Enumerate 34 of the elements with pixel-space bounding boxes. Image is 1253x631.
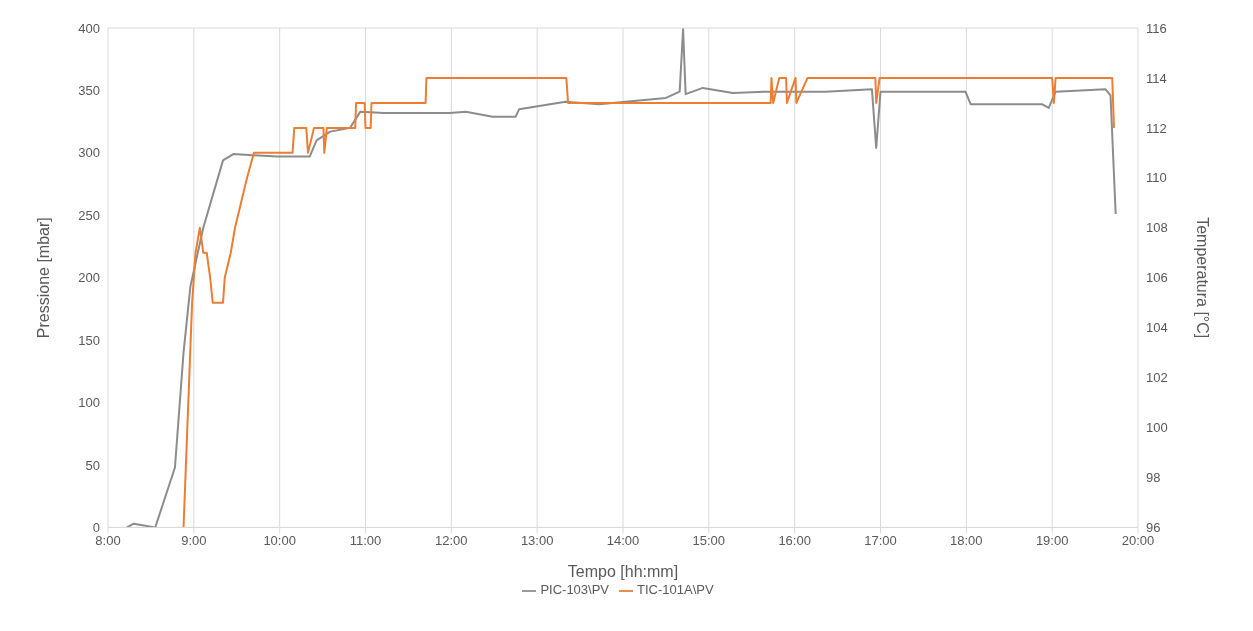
y-tick-label: 300 (78, 145, 100, 161)
y2-tick-label: 104 (1146, 320, 1168, 336)
x-tick-label: 9:00 (181, 532, 207, 548)
y2-tick-label: 112 (1146, 120, 1167, 136)
y-axis-title: Pressione [mbar] (34, 217, 52, 339)
y2-tick-label: 108 (1146, 220, 1168, 236)
x-tick-label: 18:00 (950, 532, 983, 548)
x-axis-title: Tempo [hh:mm] (567, 563, 679, 581)
y-tick-label: 150 (78, 332, 100, 348)
y2-tick-label: 114 (1146, 70, 1167, 86)
x-tick-label: 14:00 (606, 532, 640, 548)
x-tick-label: 17:00 (864, 532, 897, 548)
y-tick-label: 250 (78, 207, 100, 223)
x-tick-label: 19:00 (1035, 532, 1069, 548)
legend-label: PIC-103\PV (540, 582, 610, 598)
legend-label: TIC-101A\PV (637, 582, 714, 598)
x-tick-label: 11:00 (349, 532, 382, 548)
y-tick-label: 350 (78, 83, 100, 99)
x-tick-label: 16:00 (778, 532, 811, 548)
x-tick-label: 15:00 (692, 532, 726, 548)
y2-tick-label: 116 (1146, 20, 1167, 36)
y2-tick-label: 102 (1146, 370, 1168, 386)
y2-tick-label: 98 (1146, 470, 1161, 486)
x-tick-label: 12:00 (435, 532, 468, 548)
x-tick-label: 13:00 (520, 532, 554, 548)
y-tick-label: 50 (85, 457, 100, 473)
x-tick-label: 10:00 (263, 532, 296, 548)
y-tick-label: 400 (78, 20, 100, 36)
y2-tick-label: 110 (1146, 170, 1167, 186)
y-tick-label: 100 (78, 395, 100, 411)
y2-tick-label: 106 (1146, 270, 1168, 286)
y-tick-label: 200 (78, 270, 100, 286)
y2-tick-label: 100 (1146, 420, 1168, 436)
y2-axis-title: Temperatura [°C] (1194, 217, 1212, 339)
